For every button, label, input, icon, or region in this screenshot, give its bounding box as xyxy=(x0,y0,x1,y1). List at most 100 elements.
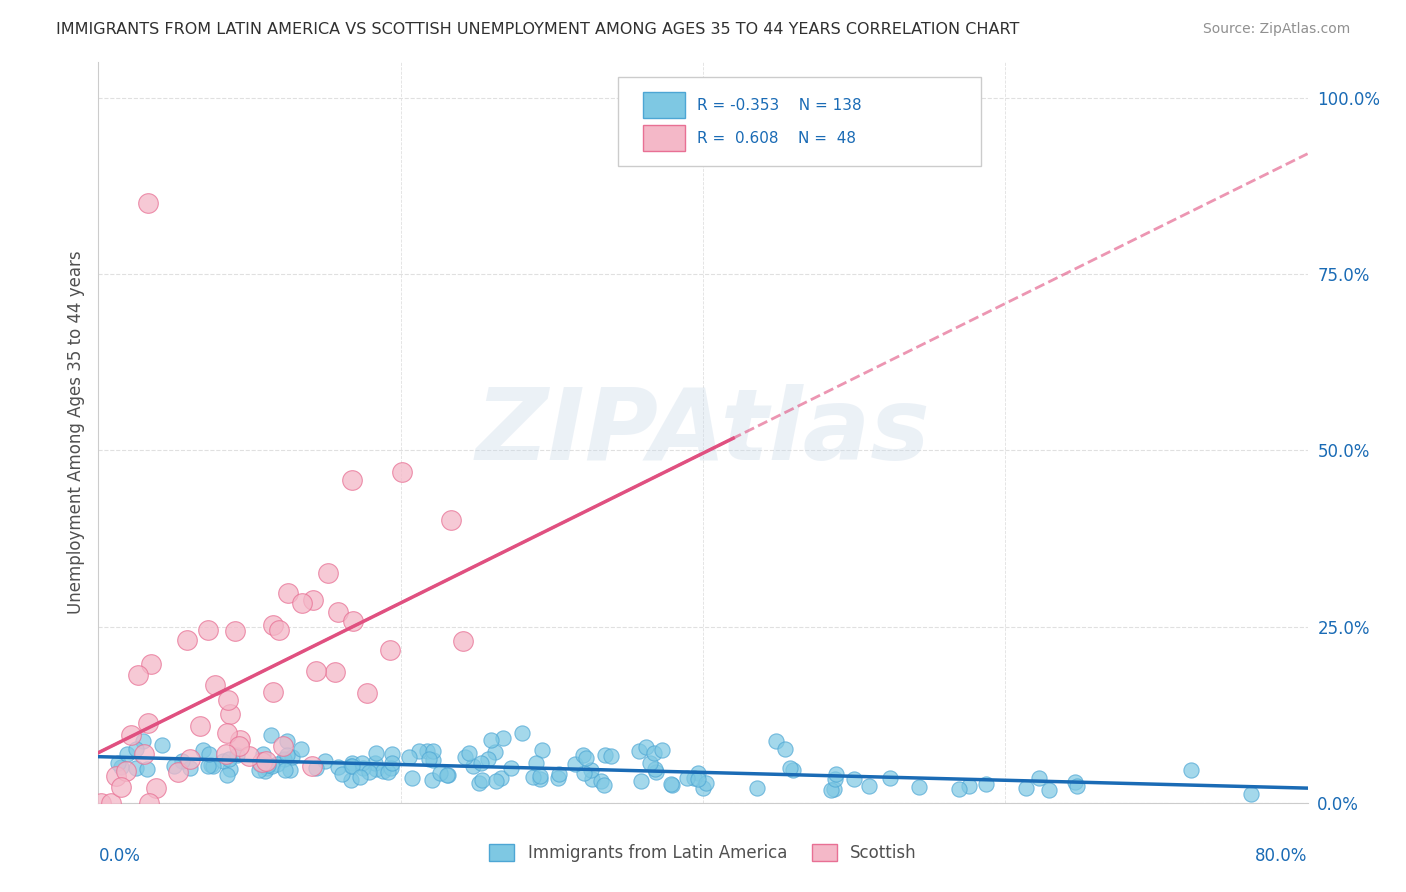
Point xyxy=(340,473,363,487)
Point xyxy=(127,668,149,682)
Y-axis label: Unemployment Among Ages 35 to 44 years: Unemployment Among Ages 35 to 44 years xyxy=(66,251,84,615)
Point xyxy=(765,734,787,748)
FancyBboxPatch shape xyxy=(643,126,685,152)
Point xyxy=(470,756,492,770)
Point xyxy=(262,618,284,632)
Point xyxy=(269,623,291,637)
Point xyxy=(381,747,404,761)
Point xyxy=(529,772,551,787)
Point xyxy=(468,776,491,790)
Point xyxy=(340,759,363,773)
FancyBboxPatch shape xyxy=(643,92,685,118)
Point xyxy=(276,747,298,762)
Point xyxy=(197,747,219,762)
Point xyxy=(89,796,111,810)
Point xyxy=(179,752,201,766)
Point xyxy=(492,731,515,746)
Point xyxy=(176,633,198,648)
Point xyxy=(879,771,901,785)
Point xyxy=(364,756,387,770)
Point xyxy=(301,759,323,773)
Point xyxy=(204,678,226,692)
Point xyxy=(692,780,714,795)
Point xyxy=(489,771,512,785)
Text: IMMIGRANTS FROM LATIN AMERICA VS SCOTTISH UNEMPLOYMENT AMONG AGES 35 TO 44 YEARS: IMMIGRANTS FROM LATIN AMERICA VS SCOTTIS… xyxy=(56,22,1019,37)
Point xyxy=(330,766,353,780)
Point xyxy=(401,772,423,786)
Point xyxy=(628,744,651,758)
Point xyxy=(524,756,547,771)
Point xyxy=(197,759,219,773)
Point xyxy=(200,758,222,772)
Point xyxy=(825,767,848,781)
Legend: Immigrants from Latin America, Scottish: Immigrants from Latin America, Scottish xyxy=(482,837,924,869)
Point xyxy=(212,754,235,768)
Point xyxy=(145,780,167,795)
Point xyxy=(305,761,328,775)
Point xyxy=(974,777,997,791)
Point xyxy=(352,756,374,770)
Point xyxy=(380,761,402,775)
Point xyxy=(440,512,463,526)
Point xyxy=(1038,783,1060,797)
Point xyxy=(136,196,159,211)
Point xyxy=(453,634,475,648)
Point xyxy=(100,796,122,810)
Point xyxy=(820,783,842,797)
Point xyxy=(373,764,395,778)
Point xyxy=(273,751,295,765)
Point xyxy=(531,743,554,757)
Point xyxy=(316,566,339,581)
Point xyxy=(252,747,274,761)
Point xyxy=(228,732,250,747)
Point xyxy=(247,764,270,778)
Point xyxy=(630,774,652,789)
Point xyxy=(1066,779,1088,793)
Point xyxy=(228,739,250,753)
Point xyxy=(378,643,401,657)
Point xyxy=(381,756,404,770)
Point xyxy=(120,728,142,742)
Point xyxy=(908,780,931,795)
Text: R = -0.353    N = 138: R = -0.353 N = 138 xyxy=(697,98,862,113)
Point xyxy=(522,770,544,784)
Point xyxy=(1063,774,1085,789)
Point xyxy=(779,761,801,775)
FancyBboxPatch shape xyxy=(619,78,981,166)
Point xyxy=(249,757,271,772)
Point xyxy=(218,762,240,776)
Text: ZIPAtlas: ZIPAtlas xyxy=(475,384,931,481)
Point xyxy=(782,763,804,777)
Point xyxy=(661,778,683,792)
Point xyxy=(676,771,699,785)
Text: 0.0%: 0.0% xyxy=(98,847,141,865)
Point xyxy=(271,739,294,753)
Point xyxy=(824,772,846,787)
Point xyxy=(224,624,246,639)
Point xyxy=(643,747,665,761)
Point xyxy=(823,782,845,797)
Point xyxy=(479,732,502,747)
Point xyxy=(201,759,224,773)
Point xyxy=(215,768,238,782)
Point xyxy=(262,685,284,699)
Point xyxy=(593,747,616,762)
Point xyxy=(510,726,533,740)
Point xyxy=(422,744,444,758)
Point xyxy=(339,759,361,773)
Point xyxy=(115,747,138,761)
Point xyxy=(683,771,706,785)
Point xyxy=(107,756,129,771)
Point xyxy=(254,754,277,768)
Text: Source: ZipAtlas.com: Source: ZipAtlas.com xyxy=(1202,22,1350,37)
Point xyxy=(659,777,682,791)
Point xyxy=(745,780,768,795)
Point xyxy=(454,749,477,764)
Point xyxy=(957,779,980,793)
Point xyxy=(600,749,623,764)
Point xyxy=(110,780,132,794)
Point xyxy=(529,769,551,783)
Point xyxy=(418,752,440,766)
Point xyxy=(280,750,302,764)
Point xyxy=(302,593,325,607)
